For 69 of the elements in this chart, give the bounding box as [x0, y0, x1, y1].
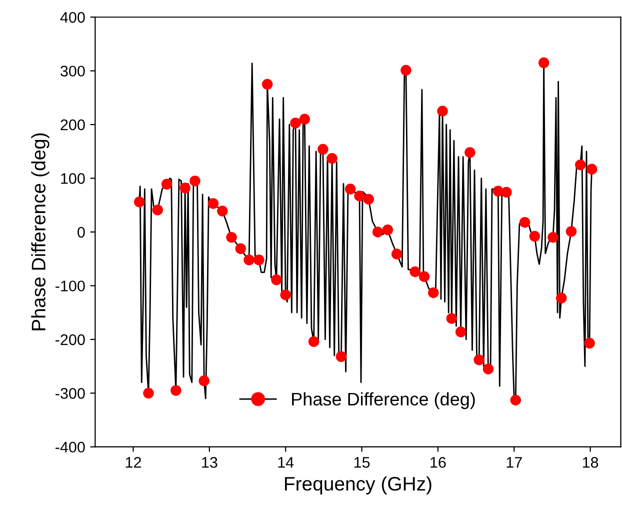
point	[190, 176, 200, 186]
y-tick-label: -300	[56, 388, 85, 399]
point	[437, 106, 448, 117]
point	[556, 292, 567, 304]
point	[575, 159, 586, 170]
x-tick-label: 12	[126, 456, 141, 468]
point	[180, 182, 190, 194]
point	[271, 274, 282, 286]
point	[290, 118, 301, 128]
point	[299, 114, 310, 125]
point	[280, 289, 291, 300]
point	[161, 178, 172, 190]
x-tick-label: 15	[354, 457, 370, 468]
point	[354, 190, 365, 202]
y-tick-label: 200	[60, 119, 85, 130]
point	[344, 184, 356, 194]
point	[510, 394, 522, 406]
y-tick-label: -200	[56, 334, 85, 346]
point	[428, 287, 439, 298]
point	[198, 375, 210, 386]
x-tick-label: 17	[506, 457, 522, 468]
point	[308, 336, 320, 347]
y-tick-label: 400	[60, 12, 85, 23]
point	[529, 230, 540, 242]
point	[336, 351, 347, 362]
point	[318, 144, 328, 155]
point	[152, 204, 164, 216]
point	[235, 243, 246, 254]
point	[566, 226, 577, 237]
x-tick-label: 13	[202, 456, 218, 468]
point	[538, 57, 550, 68]
point	[446, 313, 458, 324]
point	[372, 226, 384, 238]
point	[410, 266, 420, 278]
point	[455, 326, 466, 338]
point	[464, 147, 476, 158]
point	[382, 224, 394, 236]
point	[586, 164, 598, 175]
legend-label: Phase Difference (deg)	[292, 392, 475, 410]
point	[326, 153, 338, 164]
point	[400, 64, 412, 76]
y-axis-title: Phase Difference (deg)	[31, 133, 50, 330]
y-tick-label: -400	[56, 442, 85, 453]
x-axis-title: Frequency (GHz)	[285, 476, 432, 495]
y-tick-label: 0	[78, 226, 85, 238]
point	[143, 388, 154, 399]
point	[244, 254, 254, 266]
y-tick-label: 100	[61, 173, 85, 184]
x-tick-label: 16	[430, 456, 446, 468]
point	[363, 194, 374, 205]
point	[548, 232, 558, 243]
point	[501, 186, 512, 198]
point	[208, 198, 219, 209]
point	[482, 364, 494, 374]
point	[584, 338, 595, 349]
point	[474, 354, 484, 366]
y-tick-label: -100	[56, 280, 85, 292]
point	[170, 385, 182, 396]
point	[134, 196, 145, 208]
point	[519, 216, 530, 228]
x-tick-label: 18	[582, 456, 598, 468]
point	[262, 78, 273, 90]
point	[418, 271, 430, 282]
point	[226, 232, 237, 243]
point	[391, 248, 402, 260]
x-tick-label: 14	[278, 457, 294, 468]
point	[216, 206, 228, 216]
y-tick-label: 300	[60, 66, 85, 77]
point	[254, 254, 264, 266]
